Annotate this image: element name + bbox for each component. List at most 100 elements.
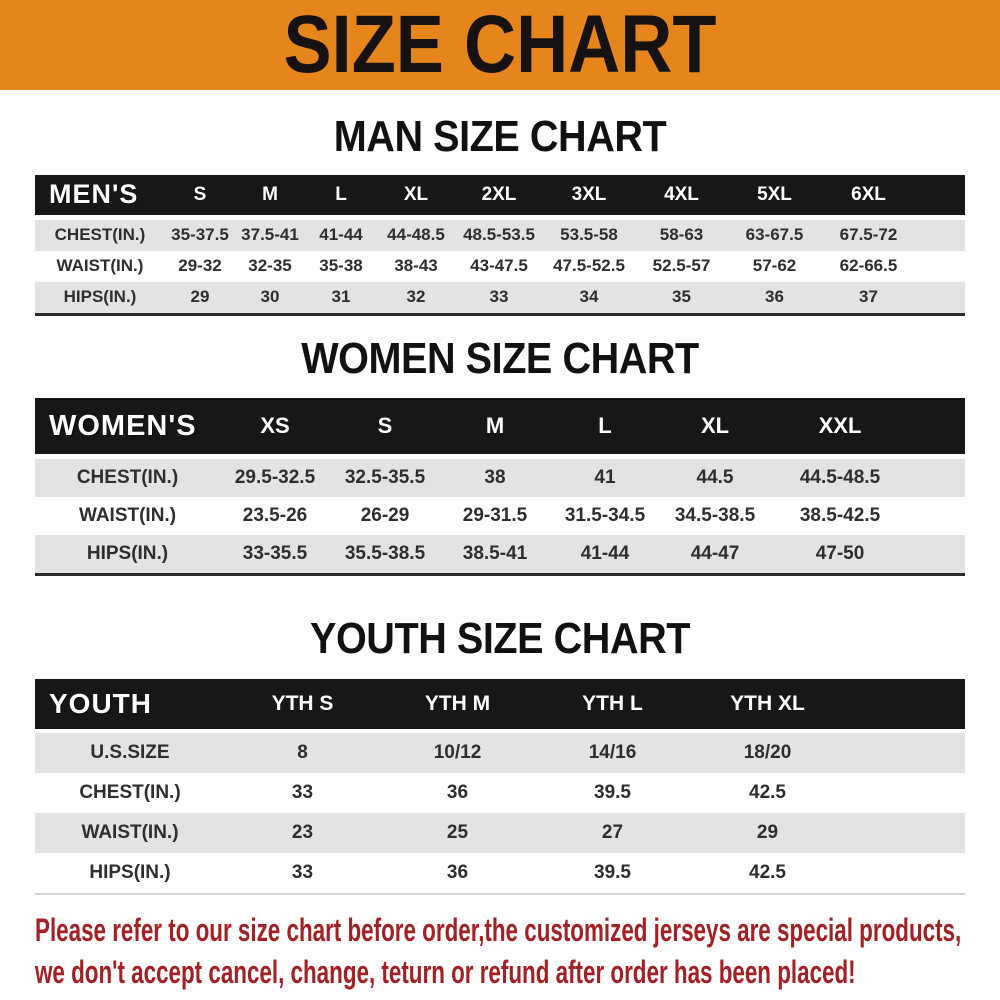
cell: 44.5 — [696, 467, 734, 489]
cell: 27 — [601, 821, 624, 843]
cell: 36 — [446, 861, 469, 883]
cell: 35 — [672, 287, 691, 307]
cell: 32-35 — [248, 256, 292, 276]
youth-header-row: YOUTH YTH S YTH M YTH L YTH XL — [35, 678, 965, 729]
banner-title: SIZE CHART — [283, 0, 717, 90]
women-size-col-l: L — [598, 413, 612, 439]
cell: 37.5-41 — [241, 225, 299, 245]
men-header-row: MEN'S S M L XL 2XL 3XL 4XL 5XL 6XL — [35, 174, 965, 215]
cell: 25 — [446, 821, 469, 843]
cell: 48.5-53.5 — [463, 225, 535, 245]
cell: 62-66.5 — [839, 256, 898, 276]
women-header-row: WOMEN'S XS S M L XL XXL — [35, 398, 965, 455]
row-label: CHEST(IN.) — [76, 467, 179, 489]
cell: 52.5-57 — [652, 256, 711, 276]
women-size-table: WOMEN'S XS S M L XL XXL CHEST(IN.) 29.5-… — [35, 398, 965, 577]
cell: 31.5-34.5 — [564, 505, 646, 527]
cell: 35-37.5 — [171, 225, 229, 245]
cell: 33 — [291, 781, 314, 803]
cell: 29-32 — [178, 256, 222, 276]
cell: 44.5-48.5 — [799, 467, 881, 489]
youth-size-col-l: YTH L — [582, 691, 643, 715]
cell: 35.5-38.5 — [344, 543, 426, 565]
youth-size-col-m: YTH M — [424, 691, 491, 715]
men-size-col-m: M — [262, 183, 278, 205]
cell: 18/20 — [743, 741, 792, 763]
cell: 29 — [190, 287, 210, 307]
women-chest-row: CHEST(IN.) 29.5-32.5 32.5-35.5 38 41 44.… — [35, 459, 965, 498]
cell: 39.5 — [594, 861, 631, 883]
cell: 36 — [765, 287, 784, 307]
cell: 53.5-58 — [560, 225, 618, 245]
footer-note: Please refer to our size chart before or… — [35, 909, 1000, 993]
youth-ussize-row: U.S.SIZE 8 10/12 14/16 18/20 — [35, 732, 965, 773]
men-size-col-5xl: 5XL — [757, 183, 792, 205]
cell: 33-35.5 — [242, 543, 308, 565]
women-size-col-s: S — [377, 413, 393, 439]
cell: 47-50 — [815, 543, 865, 565]
cell: 31 — [331, 287, 351, 307]
cell: 44-47 — [690, 543, 740, 565]
youth-size-section: YOUTH SIZE CHART YOUTH YTH S YTH M YTH L… — [0, 614, 1000, 895]
women-size-col-xs: XS — [260, 413, 290, 439]
banner: SIZE CHART — [0, 0, 1000, 90]
cell: 67.5-72 — [839, 225, 898, 245]
youth-waist-row: WAIST(IN.) 23 25 27 29 — [35, 812, 965, 853]
cell: 42.5 — [749, 861, 786, 883]
cell: 23.5-26 — [242, 505, 308, 527]
cell: 32 — [406, 287, 426, 307]
cell: 38 — [484, 467, 506, 489]
men-chest-row: CHEST(IN.) 35-37.5 37.5-41 41-44 44-48.5… — [35, 219, 965, 251]
women-size-col-xxl: XXL — [818, 413, 862, 439]
row-label: CHEST(IN.) — [54, 225, 146, 245]
cell: 34 — [579, 287, 599, 307]
women-size-col-xl: XL — [700, 413, 730, 439]
cell: 41 — [594, 467, 616, 489]
cell: 14/16 — [588, 741, 637, 763]
cell: 57-62 — [752, 256, 797, 276]
women-waist-row: WAIST(IN.) 23.5-26 26-29 29-31.5 31.5-34… — [35, 497, 965, 535]
cell: 38-43 — [394, 256, 438, 276]
men-size-col-3xl: 3XL — [571, 183, 607, 205]
cell: 43-47.5 — [470, 256, 528, 276]
cell: 39.5 — [594, 781, 631, 803]
row-label: WAIST(IN.) — [78, 505, 177, 527]
cell: 38.5-42.5 — [799, 505, 881, 527]
men-size-col-6xl: 6XL — [851, 183, 886, 205]
cell: 35-38 — [319, 256, 363, 276]
women-group-label: WOMEN'S — [49, 409, 197, 442]
men-size-col-2xl: 2XL — [481, 183, 517, 205]
cell: 38.5-41 — [462, 543, 528, 565]
youth-group-label: YOUTH — [49, 687, 152, 719]
men-group-label: MEN'S — [49, 179, 139, 210]
women-hips-row: HIPS(IN.) 33-35.5 35.5-38.5 38.5-41 41-4… — [35, 535, 965, 574]
cell: 29-31.5 — [462, 505, 528, 527]
cell: 29.5-32.5 — [234, 467, 316, 489]
men-hips-row: HIPS(IN.) 29 30 31 32 33 34 35 36 37 — [35, 281, 965, 313]
cell: 10/12 — [433, 741, 482, 763]
men-waist-row: WAIST(IN.) 29-32 32-35 35-38 38-43 43-47… — [35, 251, 965, 282]
youth-hips-row: HIPS(IN.) 33 36 39.5 42.5 — [35, 853, 965, 893]
cell: 41-44 — [580, 543, 630, 565]
row-label: U.S.SIZE — [90, 741, 170, 763]
women-size-col-m: M — [485, 413, 505, 439]
men-size-col-4xl: 4XL — [664, 183, 699, 205]
cell: 44-48.5 — [387, 225, 445, 245]
cell: 8 — [297, 741, 308, 763]
cell: 30 — [260, 287, 280, 307]
row-label: CHEST(IN.) — [79, 781, 181, 803]
men-size-col-l: L — [335, 183, 347, 205]
row-label: WAIST(IN.) — [81, 821, 179, 843]
men-size-table: MEN'S S M L XL 2XL 3XL 4XL 5XL 6XL CHEST… — [35, 174, 965, 316]
cell: 34.5-38.5 — [674, 505, 756, 527]
youth-section-heading: YOUTH SIZE CHART — [309, 614, 690, 664]
cell: 33 — [489, 287, 509, 307]
youth-size-col-s: YTH S — [271, 691, 334, 715]
cell: 37 — [859, 287, 878, 307]
cell: 63-67.5 — [745, 225, 804, 245]
cell: 33 — [291, 861, 314, 883]
women-section-heading: WOMEN SIZE CHART — [301, 333, 699, 383]
women-size-section: WOMEN SIZE CHART WOMEN'S XS S M L XL XXL… — [0, 334, 1000, 577]
note-line-2: we don't accept cancel, change, teturn o… — [35, 953, 856, 990]
